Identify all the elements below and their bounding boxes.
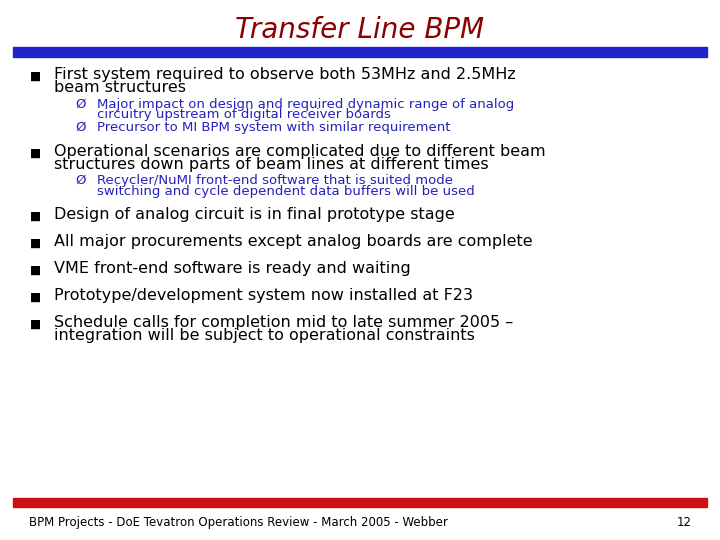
Text: ■: ■ <box>30 146 41 159</box>
Text: VME front-end software is ready and waiting: VME front-end software is ready and wait… <box>54 261 410 276</box>
Text: ■: ■ <box>30 70 41 83</box>
Text: Prototype/development system now installed at F23: Prototype/development system now install… <box>54 288 473 303</box>
Text: ■: ■ <box>30 237 41 249</box>
FancyBboxPatch shape <box>13 47 707 57</box>
Text: Ø: Ø <box>76 98 86 111</box>
Text: Design of analog circuit is in final prototype stage: Design of analog circuit is in final pro… <box>54 207 455 222</box>
Text: Schedule calls for completion mid to late summer 2005 –: Schedule calls for completion mid to lat… <box>54 315 513 330</box>
Text: structures down parts of beam lines at different times: structures down parts of beam lines at d… <box>54 157 489 172</box>
FancyBboxPatch shape <box>13 498 707 507</box>
Text: ■: ■ <box>30 318 41 330</box>
Text: First system required to observe both 53MHz and 2.5MHz: First system required to observe both 53… <box>54 68 516 83</box>
Text: Operational scenarios are complicated due to different beam: Operational scenarios are complicated du… <box>54 144 546 159</box>
Text: All major procurements except analog boards are complete: All major procurements except analog boa… <box>54 234 533 249</box>
Text: 12: 12 <box>676 516 691 529</box>
Text: ■: ■ <box>30 291 41 303</box>
Text: Precursor to MI BPM system with similar requirement: Precursor to MI BPM system with similar … <box>97 121 451 134</box>
Text: integration will be subject to operational constraints: integration will be subject to operation… <box>54 328 475 343</box>
Text: Recycler/NuMI front-end software that is suited mode: Recycler/NuMI front-end software that is… <box>97 174 453 187</box>
Text: circuitry upstream of digital receiver boards: circuitry upstream of digital receiver b… <box>97 109 391 122</box>
Text: Ø: Ø <box>76 174 86 187</box>
Text: switching and cycle dependent data buffers will be used: switching and cycle dependent data buffe… <box>97 185 475 198</box>
Text: beam structures: beam structures <box>54 80 186 96</box>
Text: BPM Projects - DoE Tevatron Operations Review - March 2005 - Webber: BPM Projects - DoE Tevatron Operations R… <box>29 516 448 529</box>
Text: Transfer Line BPM: Transfer Line BPM <box>235 16 485 44</box>
Text: ■: ■ <box>30 210 41 223</box>
Text: ■: ■ <box>30 264 41 276</box>
Text: Major impact on design and required dynamic range of analog: Major impact on design and required dyna… <box>97 98 515 111</box>
Text: Ø: Ø <box>76 121 86 134</box>
